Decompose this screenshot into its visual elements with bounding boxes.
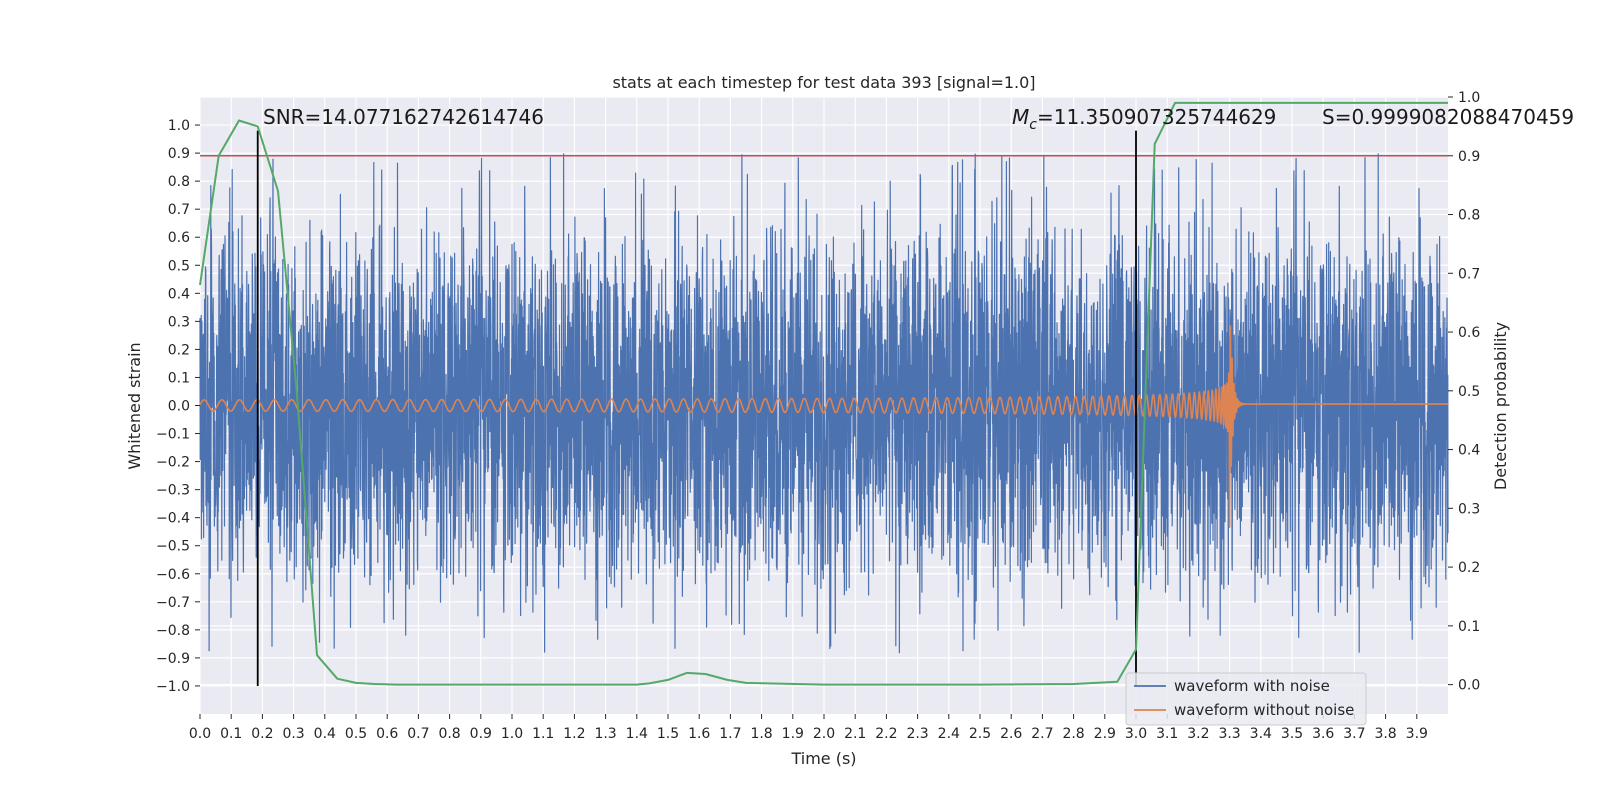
y2-tick-label: 0.0 xyxy=(1458,678,1480,694)
x-tick-label: 1.4 xyxy=(626,726,648,742)
x-tick-label: 0.4 xyxy=(314,726,336,742)
x-tick-label: 1.6 xyxy=(688,726,710,742)
x-tick-label: 2.0 xyxy=(813,726,835,742)
overlay xyxy=(199,101,1448,686)
x-tick-label: 1.0 xyxy=(501,726,523,742)
x-tick-label: 2.2 xyxy=(875,726,897,742)
chirp-mass-annotation: Mc=11.350907325744629 xyxy=(1012,105,1276,133)
y2-tick-label: 1.0 xyxy=(1458,90,1480,106)
y2-tick-label: 0.1 xyxy=(1458,619,1480,635)
y-tick-label: −0.9 xyxy=(156,651,190,667)
y-tick-label: 0.7 xyxy=(168,202,190,218)
x-tick-label: 0.1 xyxy=(220,726,242,742)
x-tick-label: 0.2 xyxy=(251,726,273,742)
y2-tick-label: 0.4 xyxy=(1458,443,1480,459)
score-annotation: S=0.9999082088470459 xyxy=(1322,105,1574,129)
x-tick-label: 0.8 xyxy=(438,726,460,742)
x-tick-label: 1.1 xyxy=(532,726,554,742)
y-tick-label: −0.5 xyxy=(156,539,190,555)
chart-title: stats at each timestep for test data 393… xyxy=(612,73,1035,92)
y-tick-label: −0.4 xyxy=(156,511,190,527)
x-tick-label: 3.6 xyxy=(1312,726,1334,742)
chirp-mass-subscript: c xyxy=(1029,117,1037,133)
y2-axis-label: Detection probability xyxy=(1491,322,1510,490)
y-tick-label: 0.6 xyxy=(168,230,190,246)
noisy-series xyxy=(199,153,1449,654)
x-axis-label: Time (s) xyxy=(790,749,856,768)
x-tick-label: 2.5 xyxy=(969,726,991,742)
y-tick-label: 1.0 xyxy=(168,118,190,134)
x-tick-label: 0.7 xyxy=(407,726,429,742)
x-tick-label: 2.3 xyxy=(906,726,928,742)
x-tick-label: 1.5 xyxy=(657,726,679,742)
y-tick-label: 0.4 xyxy=(168,286,190,302)
x-tick-label: 3.0 xyxy=(1125,726,1147,742)
noisy-waveform-line xyxy=(199,153,1449,654)
x-tick-label: 3.5 xyxy=(1281,726,1303,742)
detection-probability-line xyxy=(199,101,1448,686)
x-tick-label: 2.6 xyxy=(1000,726,1022,742)
legend-box xyxy=(1125,672,1367,726)
y-tick-label: −0.2 xyxy=(156,455,190,471)
y-tick-label: 0.2 xyxy=(168,342,190,358)
x-tick-label: 1.7 xyxy=(719,726,741,742)
clean-series xyxy=(199,325,1449,528)
y2-tick-label: 0.9 xyxy=(1458,149,1480,165)
y-tick-label: −1.0 xyxy=(156,679,190,695)
y-tick-label: 0.3 xyxy=(168,314,190,330)
y2-tick-label: 0.5 xyxy=(1458,384,1480,400)
y-tick-label: −0.1 xyxy=(156,427,190,443)
y-tick-label: 0.8 xyxy=(168,174,190,190)
y-tick-label: −0.8 xyxy=(156,623,190,639)
x-tick-label: 2.1 xyxy=(844,726,866,742)
x-tick-label: 2.4 xyxy=(938,726,960,742)
x-tick-label: 1.8 xyxy=(750,726,772,742)
legend-label-clean: waveform without noise xyxy=(1174,701,1354,719)
x-tick-label: 3.9 xyxy=(1406,726,1428,742)
x-tick-label: 3.1 xyxy=(1156,726,1178,742)
x-tick-label: 2.7 xyxy=(1031,726,1053,742)
y2-tick-label: 0.3 xyxy=(1458,501,1480,517)
y2-tick-label: 0.8 xyxy=(1458,208,1480,224)
x-tick-label: 3.4 xyxy=(1250,726,1272,742)
y-tick-label: 0.9 xyxy=(168,146,190,162)
y-axis-label: Whitened strain xyxy=(125,342,144,469)
x-tick-label: 3.2 xyxy=(1187,726,1209,742)
x-tick-label: 2.8 xyxy=(1062,726,1084,742)
snr-annotation: SNR=14.077162742614746 xyxy=(263,105,544,129)
y-tick-label: 0.5 xyxy=(168,258,190,274)
y2-tick-label: 0.6 xyxy=(1458,325,1480,341)
y2-tick-label: 0.7 xyxy=(1458,266,1480,282)
x-tick-label: 0.6 xyxy=(376,726,398,742)
y2-tick-label: 0.2 xyxy=(1458,560,1480,576)
x-tick-label: 0.5 xyxy=(345,726,367,742)
legend: waveform with noise waveform without noi… xyxy=(1125,672,1367,726)
chirp-mass-symbol: M xyxy=(1012,105,1029,129)
legend-label-noisy: waveform with noise xyxy=(1174,677,1330,695)
x-tick-label: 2.9 xyxy=(1094,726,1116,742)
clean-waveform-line xyxy=(199,325,1449,528)
y-tick-label: −0.7 xyxy=(156,595,190,611)
ticks: 0.0 0.1 0.2 0.3 0.4 0.5 0.6 0.7 0.8 0.9 1.0 1.1 1.2 1… xyxy=(156,90,1480,742)
x-tick-label: 1.9 xyxy=(782,726,804,742)
x-tick-label: 0.3 xyxy=(282,726,304,742)
x-tick-label: 3.7 xyxy=(1343,726,1365,742)
y-tick-label: 0.0 xyxy=(168,399,190,415)
y-tick-label: 0.1 xyxy=(168,370,190,386)
y-tick-label: −0.6 xyxy=(156,567,190,583)
chirp-mass-value: =11.350907325744629 xyxy=(1037,105,1276,129)
x-tick-label: 3.3 xyxy=(1218,726,1240,742)
x-tick-label: 3.8 xyxy=(1374,726,1396,742)
x-tick-label: 1.3 xyxy=(594,726,616,742)
y-tick-label: −0.3 xyxy=(156,483,190,499)
x-tick-label: 1.2 xyxy=(563,726,585,742)
x-tick-label: 0.0 xyxy=(189,726,211,742)
x-tick-label: 0.9 xyxy=(470,726,492,742)
